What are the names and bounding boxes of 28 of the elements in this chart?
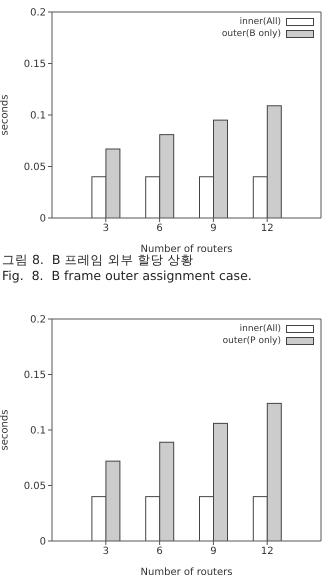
y-tick-label: 0.05 <box>24 481 46 492</box>
x-tick-label: 9 <box>210 223 217 234</box>
caption: Fig. 8. B frame outer assignment case. <box>1 268 253 284</box>
x-axis-title: Number of routers <box>140 567 232 578</box>
legend-label: inner(All) <box>240 16 281 28</box>
y-tick-label: 0.15 <box>24 370 46 382</box>
x-tick-label: 6 <box>156 546 163 558</box>
y-axis-title: seconds <box>0 410 11 450</box>
x-axis-title: Number of routers <box>140 244 232 255</box>
y-tick-label: 0.1 <box>30 426 46 437</box>
x-tick-label: 12 <box>260 546 274 558</box>
y-axis-title: seconds <box>0 94 11 136</box>
legend-label: outer(P only) <box>222 335 281 347</box>
y-tick-label: 0.05 <box>24 162 46 174</box>
caption: 그림 8. B 프레임 외부 할당 상황 <box>1 252 194 268</box>
x-tick-label: 6 <box>156 223 163 234</box>
y-tick-label: 0.2 <box>30 8 46 19</box>
legend-label: outer(B only) <box>222 28 281 40</box>
x-tick-label: 3 <box>102 223 109 234</box>
y-tick-label: 0 <box>40 214 46 225</box>
legend-label: inner(All) <box>240 323 281 335</box>
y-tick-label: 0.15 <box>24 59 46 70</box>
x-tick-label: 9 <box>210 546 217 558</box>
y-tick-label: 0.2 <box>30 314 46 326</box>
x-tick-label: 3 <box>102 546 109 558</box>
x-tick-label: 12 <box>260 223 274 234</box>
y-tick-label: 0.1 <box>30 110 46 122</box>
y-tick-label: 0 <box>40 536 46 548</box>
